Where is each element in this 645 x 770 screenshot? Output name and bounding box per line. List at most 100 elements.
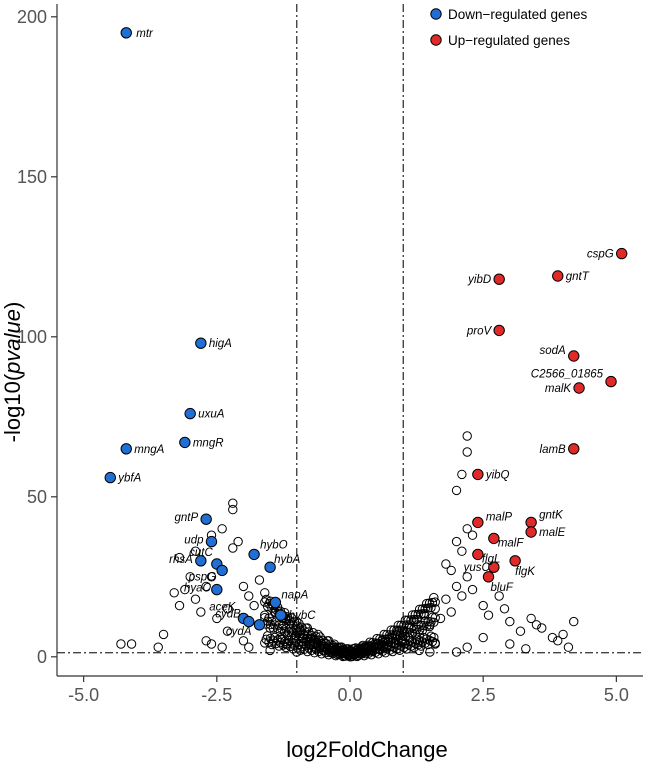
y-tick-label: 200	[17, 7, 47, 27]
ns-point	[414, 645, 424, 656]
gene-label: malK	[545, 383, 573, 395]
gene-label: hybO	[260, 539, 288, 551]
ns-point	[272, 635, 283, 645]
gene-label: hybA	[274, 554, 301, 566]
ns-point	[260, 588, 270, 598]
ns-point	[190, 594, 201, 604]
y-tick-label: 0	[37, 647, 47, 667]
ns-point	[521, 644, 531, 654]
y-tick-label: 100	[17, 327, 47, 347]
ns-point	[196, 607, 206, 617]
gene-label: sodA	[540, 345, 567, 357]
up-regulated-point	[472, 516, 484, 529]
up-regulated-point	[568, 443, 580, 455]
gene-label: proV	[466, 325, 493, 337]
gene-label: cspG	[587, 249, 614, 261]
ns-point	[499, 604, 510, 614]
gene-label: ybfA	[117, 473, 141, 485]
up-regulated-point	[472, 468, 484, 481]
gene-label: bluF	[491, 582, 514, 594]
up-regulated-point	[493, 324, 505, 337]
up-regulated-point	[493, 273, 505, 285]
up-regulated-point	[615, 247, 628, 260]
down-regulated-point	[120, 27, 132, 39]
x-axis-title: log2FoldChange	[286, 737, 447, 762]
ns-point	[451, 536, 462, 547]
y-tick-label: 50	[27, 487, 47, 507]
ns-point	[462, 447, 472, 457]
up-regulated-point	[509, 555, 521, 567]
ns-point	[451, 485, 462, 496]
legend: Down−regulated genes Up−regulated genes	[430, 7, 587, 48]
gene-label: malF	[498, 537, 525, 549]
gene-label: yusC	[463, 562, 491, 574]
ns-point	[505, 639, 515, 649]
gene-label: rhsA	[169, 554, 193, 566]
ns-point	[174, 552, 185, 563]
ns-point	[430, 638, 440, 648]
ns-point	[222, 604, 233, 614]
ns-point	[462, 572, 472, 582]
legend-marker	[430, 34, 442, 46]
down-regulated-point	[195, 337, 207, 349]
up-regulated-point	[605, 375, 617, 388]
down-regulated-point	[205, 535, 218, 548]
ns-point	[126, 639, 137, 649]
ns-point	[238, 636, 249, 646]
ns-point	[430, 597, 440, 607]
legend-label: Down−regulated genes	[448, 7, 587, 22]
gene-label: hybC	[289, 610, 317, 622]
ns-point	[228, 498, 238, 508]
ns-point	[228, 543, 238, 553]
ns-point	[270, 632, 280, 643]
ns-point	[451, 647, 462, 657]
ns-point	[217, 642, 227, 652]
ns-point	[563, 642, 574, 652]
down-regulated-point	[211, 583, 223, 596]
gene-label: gntP	[174, 512, 198, 524]
ns-point	[217, 524, 227, 534]
x-tick-label: -2.5	[201, 685, 232, 705]
ns-point	[457, 469, 467, 480]
ns-point	[537, 623, 547, 633]
down-regulated-point	[243, 615, 255, 628]
ns-point	[478, 632, 488, 643]
ns-point	[526, 613, 536, 624]
up-regulated-point	[552, 270, 564, 282]
ns-point	[254, 575, 265, 585]
ns-point	[190, 546, 201, 556]
ns-point	[531, 620, 542, 630]
ns-point	[116, 639, 126, 649]
gene-label: mngA	[134, 444, 164, 456]
ns-point	[244, 642, 254, 652]
down-regulated-point	[179, 436, 191, 449]
up-regulated-point	[573, 382, 585, 394]
legend-marker	[430, 8, 442, 20]
gene-label: mngR	[193, 437, 224, 449]
ns-point	[174, 600, 185, 611]
up-regulated-point	[488, 532, 500, 545]
gene-label: aceK	[209, 601, 237, 613]
up-regulated-point	[482, 571, 495, 583]
ns-point	[462, 524, 472, 534]
ns-point	[206, 639, 217, 649]
down-regulated-point	[200, 513, 212, 525]
gene-label: malP	[486, 511, 513, 523]
gene-label: cydA	[226, 626, 252, 638]
down-regulated-point	[248, 548, 260, 561]
gene-label: uxuA	[198, 409, 225, 421]
ns-point	[553, 636, 563, 646]
down-regulated-point	[184, 407, 196, 420]
ns-point	[265, 633, 276, 644]
x-tick-label: 5.0	[604, 685, 629, 705]
up-regulated-point	[525, 516, 537, 529]
ns-point	[206, 572, 217, 582]
plot-background	[57, 4, 643, 676]
down-regulated-point	[275, 609, 287, 621]
down-regulated-point	[195, 555, 207, 567]
gene-label: pspG	[188, 571, 217, 583]
up-regulated-point	[568, 350, 580, 362]
ns-point	[430, 612, 440, 623]
gene-label: malE	[539, 527, 566, 539]
